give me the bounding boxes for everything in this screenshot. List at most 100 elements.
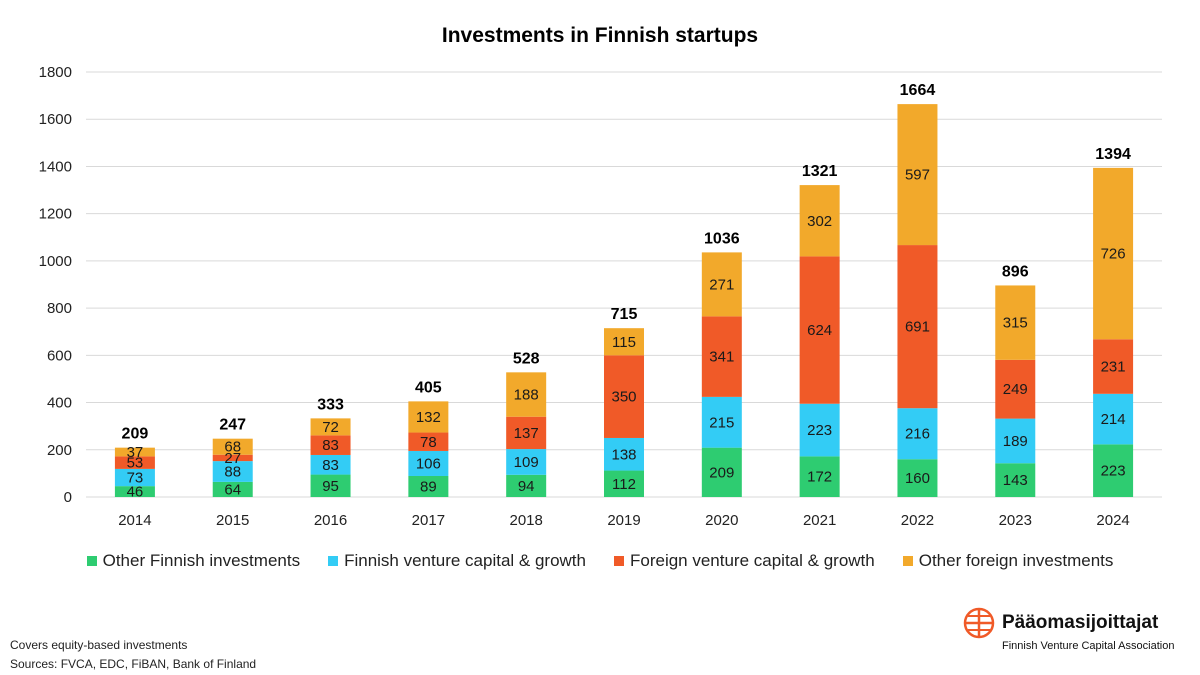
legend-swatch <box>902 556 913 566</box>
data-label: 315 <box>1003 315 1028 332</box>
x-tick-label: 2023 <box>999 512 1032 529</box>
bar-segment <box>506 474 547 497</box>
bar-segment <box>212 461 253 482</box>
data-label: 37 <box>127 444 144 461</box>
legend-item: Other foreign investments <box>902 551 1113 571</box>
bar-segment <box>799 456 840 497</box>
legend-swatch <box>613 556 624 566</box>
bar-segment <box>995 359 1036 419</box>
bar-segment <box>604 470 644 497</box>
x-tick-label: 2021 <box>803 512 836 529</box>
bar-segment <box>799 185 840 257</box>
data-label: 249 <box>1003 381 1028 398</box>
data-label: 341 <box>709 349 734 366</box>
bar-segment <box>408 475 449 497</box>
data-label: 597 <box>905 167 930 184</box>
bar-segment <box>212 438 253 455</box>
bar-segment <box>995 463 1036 497</box>
legend-label: Other Finnish investments <box>102 551 301 570</box>
bar-segment <box>310 474 351 497</box>
legend-label: Foreign venture capital & growth <box>629 551 875 570</box>
total-label: 896 <box>1002 263 1029 280</box>
bar-segment <box>799 403 840 457</box>
bar-segment <box>995 418 1036 464</box>
data-label: 172 <box>807 469 832 486</box>
y-tick-label: 400 <box>47 395 72 412</box>
data-label: 89 <box>420 478 437 495</box>
bar-segment <box>701 252 742 317</box>
x-tick-label: 2024 <box>1096 512 1129 529</box>
data-label: 68 <box>224 439 241 456</box>
x-tick-label: 2014 <box>118 512 151 529</box>
y-tick-label: 800 <box>47 300 72 317</box>
data-label: 27 <box>224 450 241 467</box>
bar-segment <box>506 416 547 450</box>
bar-segment <box>408 450 449 476</box>
data-label: 138 <box>611 446 636 463</box>
data-label: 624 <box>807 322 832 339</box>
bar-segment <box>897 245 938 409</box>
x-tick-label: 2018 <box>509 512 542 529</box>
globe-cross-icon <box>963 607 995 639</box>
legend-item: Other Finnish investments <box>86 551 301 571</box>
bar-segment <box>114 468 155 487</box>
data-label: 78 <box>420 434 437 451</box>
data-label: 83 <box>322 457 339 474</box>
data-label: 94 <box>518 478 535 495</box>
y-tick-label: 0 <box>64 489 72 506</box>
data-label: 216 <box>905 426 930 443</box>
data-label: 223 <box>807 422 832 439</box>
bar-segment <box>114 486 155 497</box>
data-label: 188 <box>514 387 539 404</box>
total-label: 405 <box>415 379 442 396</box>
data-label: 271 <box>709 276 734 293</box>
total-label: 1321 <box>802 163 838 180</box>
data-label: 223 <box>1101 463 1126 480</box>
data-label: 137 <box>514 425 539 442</box>
bar-segment <box>506 449 547 475</box>
y-tick-label: 1400 <box>39 158 72 175</box>
data-label: 72 <box>322 419 339 436</box>
y-tick-label: 1200 <box>39 206 72 223</box>
x-tick-label: 2016 <box>314 512 347 529</box>
total-label: 247 <box>219 417 246 434</box>
data-label: 106 <box>416 455 441 472</box>
total-label: 1664 <box>900 82 936 99</box>
legend-swatch <box>328 556 339 566</box>
bar-segment <box>212 481 253 497</box>
total-label: 1036 <box>704 230 740 247</box>
data-label: 231 <box>1101 359 1126 376</box>
data-label: 726 <box>1101 246 1126 263</box>
y-tick-label: 600 <box>47 347 72 364</box>
total-label: 1394 <box>1095 146 1131 163</box>
data-label: 115 <box>612 334 636 351</box>
footnote-scope: Covers equity-based investments <box>10 638 188 652</box>
total-label: 209 <box>122 426 149 443</box>
data-label: 83 <box>322 437 339 454</box>
bar-segment <box>310 454 351 475</box>
y-tick-label: 1000 <box>39 253 72 270</box>
legend-item: Finnish venture capital & growth <box>328 551 586 571</box>
data-label: 350 <box>611 389 636 406</box>
bar-segment <box>114 456 155 469</box>
footnote-sources: Sources: FVCA, EDC, FiBAN, Bank of Finla… <box>10 657 257 671</box>
bar-segment <box>1093 167 1134 340</box>
x-tick-label: 2017 <box>412 512 445 529</box>
bar-segment <box>408 401 449 433</box>
logo-name: Pääomasijoittajat <box>1002 612 1159 633</box>
bar-segment <box>1093 393 1134 445</box>
bar-segment <box>701 316 742 397</box>
y-tick-label: 1800 <box>39 64 72 81</box>
bar-segment <box>114 447 155 457</box>
data-label: 215 <box>709 414 734 431</box>
data-label: 46 <box>127 484 144 501</box>
bar-segment <box>604 437 644 471</box>
bar-segment <box>897 459 938 497</box>
legend: Other Finnish investments Finnish venture… <box>0 551 1200 571</box>
bar-segment <box>1093 444 1134 497</box>
bar-segment <box>995 285 1036 360</box>
legend-item: Foreign venture capital & growth <box>613 551 875 571</box>
bar-segment <box>897 408 938 460</box>
bar-segment <box>604 355 644 438</box>
data-label: 691 <box>905 319 930 336</box>
